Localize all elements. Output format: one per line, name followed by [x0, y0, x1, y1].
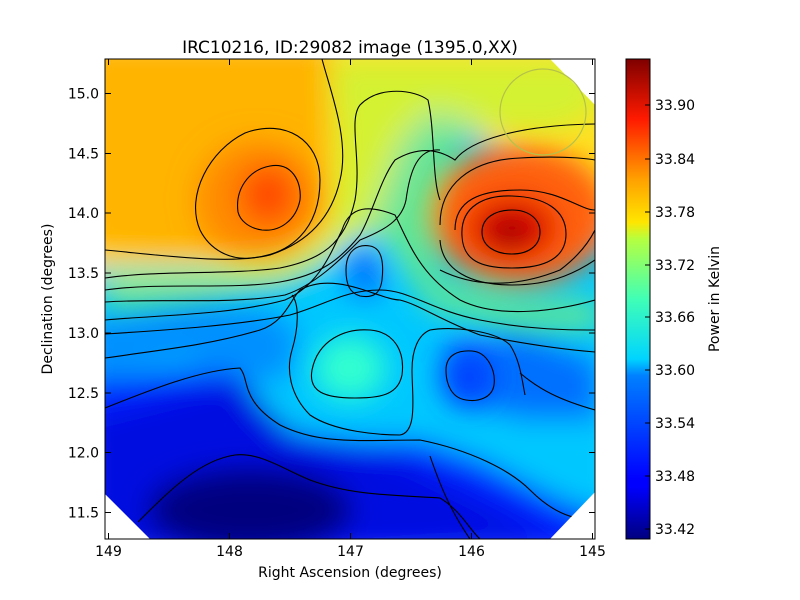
- y-tick-label: 13.0: [68, 326, 99, 342]
- colorbar-tick-label: 33.72: [655, 258, 695, 274]
- colorbar-label: Power in Kelvin: [707, 246, 723, 352]
- colorbar-tick-label: 33.48: [655, 469, 695, 485]
- colorbar-tick-label: 33.78: [655, 205, 695, 221]
- y-tick-label: 12.5: [68, 386, 99, 402]
- y-tick-label: 14.0: [68, 206, 99, 222]
- y-tick-label: 12.0: [68, 446, 99, 462]
- colorbar-gradient: [625, 58, 651, 540]
- x-tick-label: 148: [216, 544, 243, 560]
- x-axis-label: Right Ascension (degrees): [258, 565, 442, 581]
- y-tick-label: 15.0: [68, 87, 99, 103]
- contour-lines: [105, 59, 595, 539]
- x-tick-label: 147: [337, 544, 364, 560]
- x-tick-label: 145: [579, 544, 606, 560]
- heatmap: [105, 59, 595, 539]
- x-axis: 149 148 147 146 145 Right Ascension (deg…: [95, 59, 606, 581]
- colorbar-tick-label: 33.60: [655, 363, 695, 379]
- colorbar-tick-label: 33.54: [655, 416, 695, 432]
- chart-title: IRC10216, ID:29082 image (1395.0,XX): [182, 38, 518, 58]
- y-axis-label: Declination (degrees): [40, 224, 56, 375]
- colorbar-tick-label: 33.90: [655, 98, 695, 114]
- x-tick-label: 146: [458, 544, 485, 560]
- y-tick-label: 14.5: [68, 147, 99, 163]
- y-tick-label: 11.5: [68, 506, 99, 522]
- colorbar-ticks: [645, 104, 650, 530]
- colorbar: 33.90 33.84 33.78 33.72 33.66 33.60 33.5…: [625, 58, 723, 540]
- beam-circle: [499, 68, 587, 156]
- colorbar-tick-label: 33.42: [655, 522, 695, 538]
- colorbar-tick-label: 33.84: [655, 152, 695, 168]
- colorbar-tick-label: 33.66: [655, 310, 695, 326]
- y-tick-label: 13.5: [68, 266, 99, 282]
- y-axis: 15.0 14.5 14.0 13.5 13.0 12.5 12.0 11.5 …: [40, 87, 595, 522]
- x-tick-label: 149: [95, 544, 122, 560]
